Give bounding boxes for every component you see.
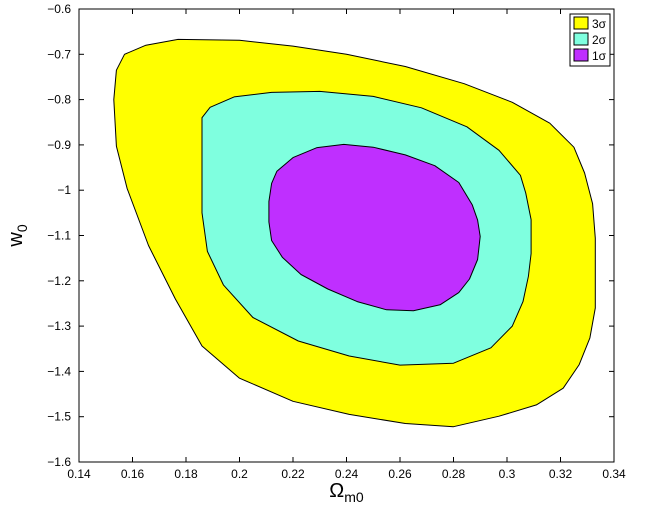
x-tick-label: 0.28 <box>442 467 466 481</box>
y-tick-label: −1.3 <box>47 319 71 333</box>
y-tick-label: −1.2 <box>47 274 71 288</box>
legend: 3σ 2σ 1σ <box>569 13 611 67</box>
y-tick-label: −0.6 <box>47 2 71 16</box>
x-tick-label: 0.2 <box>231 467 248 481</box>
x-axis-ticks: 0.14 0.16 0.18 0.2 0.22 0.24 0.26 0.28 0.3 0.32 0.… <box>67 9 626 481</box>
x-axis-label: Ωm0 <box>329 480 364 505</box>
x-tick-label: 0.18 <box>174 467 198 481</box>
y-tick-label: −1.1 <box>47 229 71 243</box>
y-axis-label: w0 <box>5 224 30 247</box>
x-tick-label: 0.3 <box>499 467 516 481</box>
x-tick-label: 0.22 <box>281 467 305 481</box>
y-tick-label: −1.6 <box>47 455 71 469</box>
legend-items: 3σ 2σ 1σ <box>573 16 607 63</box>
y-tick-label: −1.4 <box>47 364 71 378</box>
y-axis-ticks: −1.6 −1.5 −1.4 −1.3 −1.2 −1.1 −1 −0.9 −0.8 −0.7 −0… <box>47 2 614 469</box>
legend-label: 2σ <box>592 33 607 47</box>
contour-region-3 <box>268 143 481 312</box>
legend-label: 1σ <box>592 49 607 63</box>
y-tick-label: −1.5 <box>47 410 71 424</box>
x-tick-label: 0.16 <box>121 467 145 481</box>
y-tick-label: −0.8 <box>47 93 71 107</box>
x-tick-label: 0.24 <box>335 467 359 481</box>
legend-label: 3σ <box>592 17 607 31</box>
x-tick-label: 0.26 <box>388 467 412 481</box>
legend-swatch <box>573 32 589 46</box>
x-axis-label-main: Ω <box>329 480 344 502</box>
contour-regions <box>113 38 596 428</box>
x-tick-label: 0.32 <box>549 467 573 481</box>
y-tick-label: −0.9 <box>47 138 71 152</box>
y-axis-label-main: w <box>5 232 27 248</box>
x-axis-label-sub: m0 <box>344 489 364 505</box>
legend-swatch <box>573 16 589 30</box>
legend-swatch <box>573 48 589 62</box>
y-tick-label: −0.7 <box>47 47 71 61</box>
x-tick-label: 0.14 <box>67 467 91 481</box>
y-tick-label: −1 <box>57 183 71 197</box>
y-axis-label-sub: 0 <box>14 224 30 232</box>
x-tick-label: 0.34 <box>602 467 626 481</box>
